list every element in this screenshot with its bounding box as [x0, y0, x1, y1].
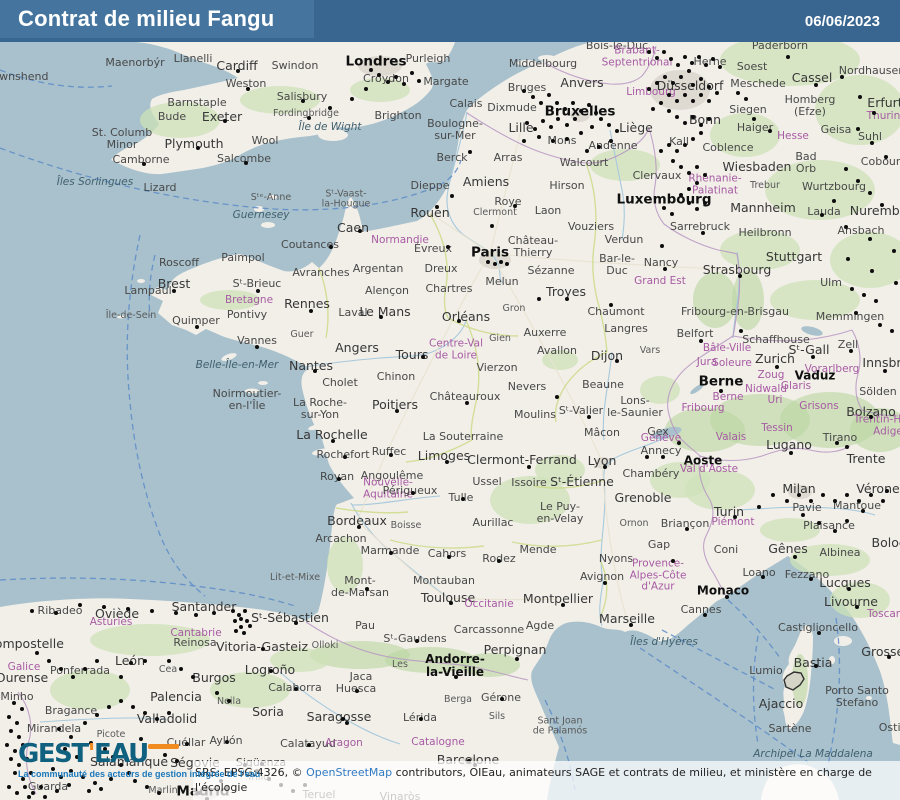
sea-atlantic — [0, 42, 603, 621]
openstreetmap-link[interactable]: OpenStreetMap — [306, 766, 393, 779]
logo-text-pre: GEST — [18, 739, 89, 769]
date-label: 06/06/2023 — [804, 13, 880, 30]
isle-belle-ile — [221, 353, 237, 361]
isle-capraia — [829, 656, 835, 664]
fangu-perimeter — [783, 671, 805, 691]
isle-hyeres-2 — [662, 634, 672, 638]
attribution-bar: SRS: EPSG:4326, © OpenStreetMap contribu… — [193, 761, 900, 800]
isle-giglio — [866, 696, 872, 700]
isle-noirmoutier — [245, 388, 259, 394]
header-bar: Contrat de milieu Fangu 06/06/2023 — [0, 0, 900, 42]
roads — [356, 129, 738, 620]
isle-sein — [117, 315, 125, 319]
isle-zeeland-2 — [538, 55, 556, 61]
logo-dash-icon — [148, 744, 179, 749]
isle-guernsey — [254, 206, 264, 212]
lake-constance — [801, 326, 823, 336]
region-borders — [318, 162, 608, 619]
lake-neuchatel — [690, 383, 704, 395]
page-title: Contrat de milieu Fangu — [18, 6, 275, 31]
maritime-limit-lines — [0, 69, 841, 791]
gesteau-tagline: La communauté des acteurs de gestion int… — [18, 769, 261, 780]
isle-re — [308, 423, 324, 431]
logo-text-post: EAU — [94, 739, 149, 769]
isle-oleron — [312, 448, 330, 456]
isle-alderney — [269, 195, 277, 199]
isle-jersey — [261, 222, 275, 228]
gesteau-logo: GEST'EAU La communauté des acteurs de ge… — [18, 739, 261, 780]
attribution-suffix: contributors, OIEau, animateurs SAGE et … — [195, 766, 872, 795]
attribution-prefix: SRS: EPSG:4326, © — [195, 766, 307, 779]
isle-wight — [318, 129, 348, 141]
sea-mediterranean — [531, 556, 900, 800]
isle-ouessant — [137, 279, 145, 283]
gesteau-logo-text: GEST'EAU — [18, 739, 260, 769]
logo-apostrophe: ' — [87, 739, 96, 769]
isle-yeu — [258, 381, 268, 385]
country-borders — [17, 45, 899, 795]
isle-zeeland-1 — [517, 60, 537, 66]
isle-hyeres-1 — [648, 632, 660, 636]
title-box: Contrat de milieu Fangu — [0, 0, 314, 38]
isle-elba — [834, 636, 852, 646]
forest-patches — [50, 34, 900, 710]
